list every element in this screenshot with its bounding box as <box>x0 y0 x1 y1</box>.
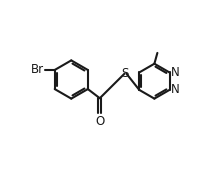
Text: N: N <box>171 66 180 79</box>
Text: S: S <box>121 67 128 80</box>
Text: Br: Br <box>31 63 44 76</box>
Text: N: N <box>171 83 180 96</box>
Text: O: O <box>95 115 104 128</box>
